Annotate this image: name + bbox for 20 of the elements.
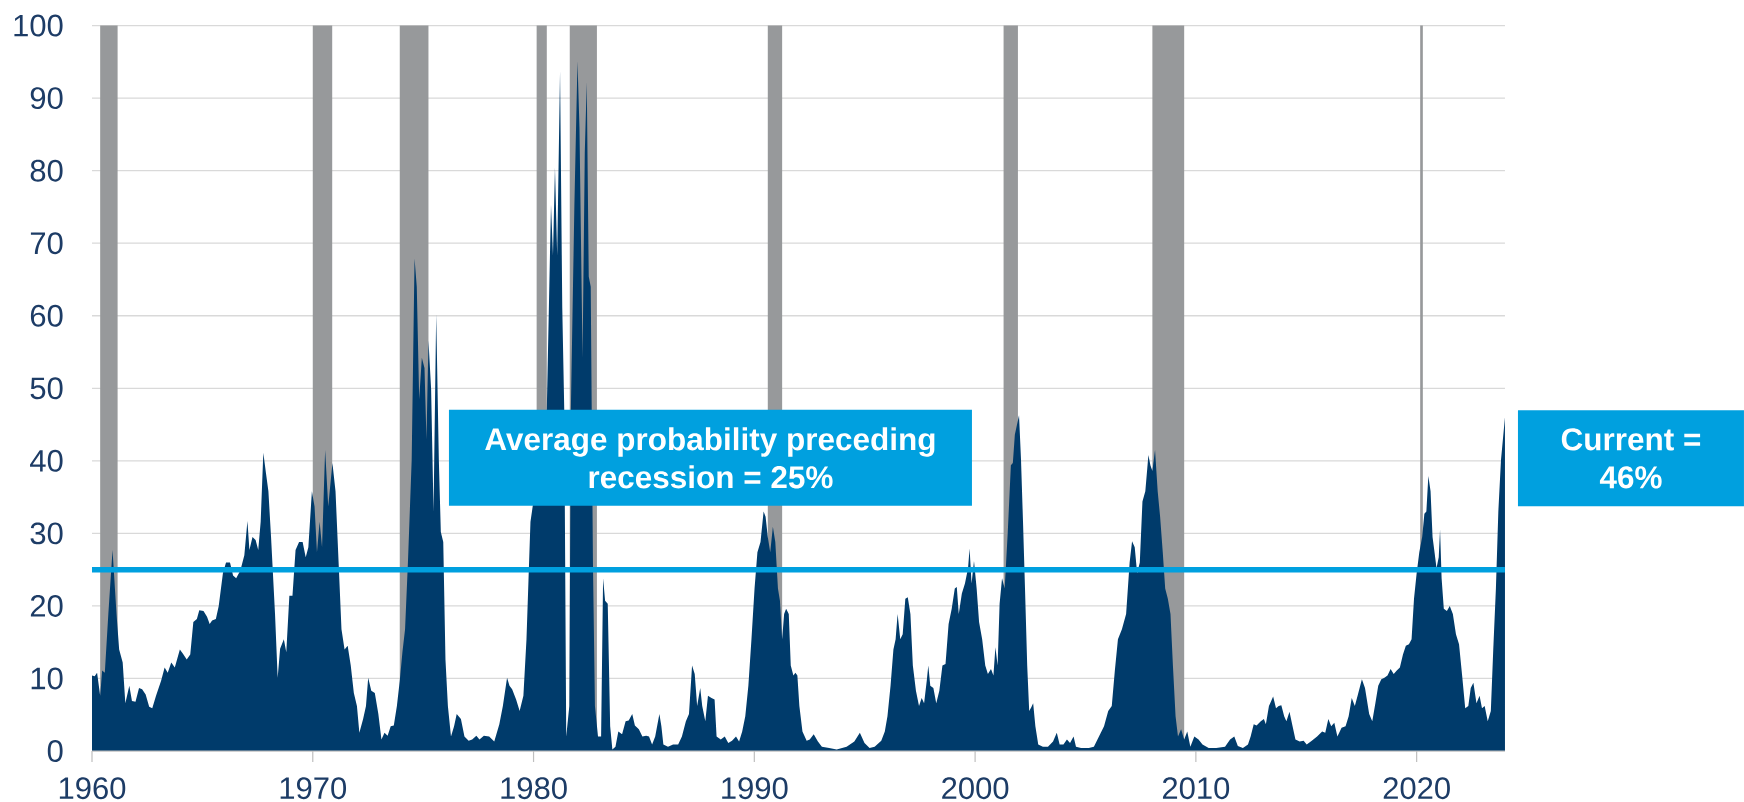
y-tick-label: 50 [30,377,63,400]
x-tick-label: 1970 [280,777,347,800]
x-tick-label: 1980 [501,777,567,800]
x-tick-label: 2020 [1383,777,1450,800]
y-tick-label: 60 [30,304,63,327]
y-tick-label: 80 [30,159,63,182]
x-tick-label: 2000 [942,777,1009,800]
y-tick-label: 40 [30,449,63,472]
y-tick-label: 20 [30,594,63,617]
y-tick-label: 30 [30,522,63,545]
y-tick-label: 10 [31,667,63,690]
x-tick-label: 2010 [1162,777,1230,800]
y-tick-label: 0 [47,740,63,762]
annotation: Current = 46% [1561,428,1701,489]
y-tick-label: 70 [30,232,63,255]
x-tick-label: 1960 [59,777,126,800]
x-tick-label: 1990 [722,777,788,800]
ref-line-label: Average probability preceding recession = 25% [485,427,935,489]
y-tick-label: 90 [30,87,63,110]
y-tick-label: 100 [14,14,63,37]
